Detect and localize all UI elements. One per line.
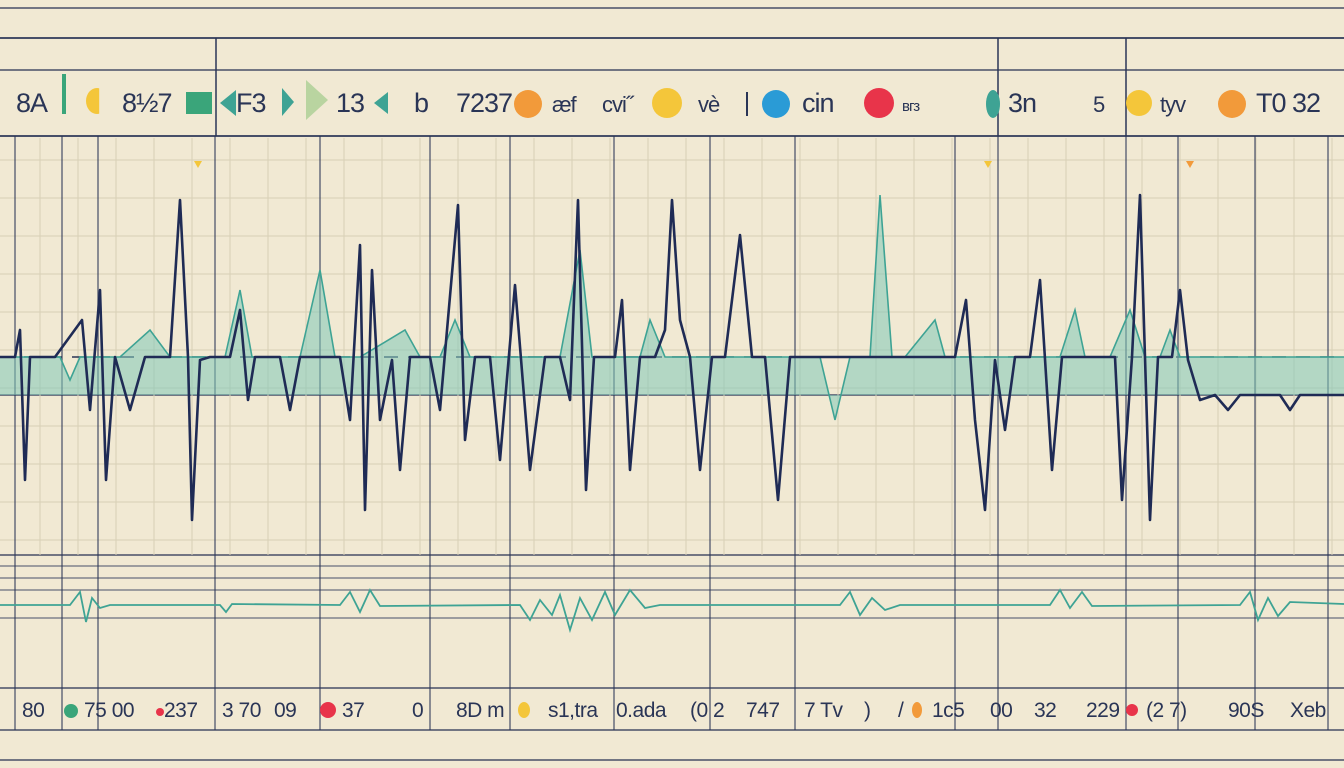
top-label: cin bbox=[802, 88, 835, 118]
bottom-label: 747 bbox=[746, 699, 780, 722]
bottom-label: / bbox=[898, 699, 904, 722]
bottom-label: 0 bbox=[412, 699, 424, 722]
blue-dot-icon bbox=[762, 90, 790, 118]
marker-icon bbox=[984, 161, 992, 168]
top-label: cvi˝ bbox=[602, 92, 633, 117]
bottom-label: 3 70 bbox=[222, 699, 261, 722]
bottom-label: 75 00 bbox=[84, 699, 135, 722]
marker-icon bbox=[1186, 161, 1194, 168]
yellow-dot-icon bbox=[652, 88, 682, 118]
teal-dot-icon bbox=[986, 90, 1000, 118]
secondary-trace bbox=[0, 588, 1344, 634]
bottom-label: 32 bbox=[1034, 699, 1057, 722]
top-label: F3 bbox=[236, 88, 266, 118]
bottom-label: 37 bbox=[342, 699, 365, 722]
top-label: b bbox=[414, 88, 429, 118]
red-dot-icon bbox=[864, 88, 894, 118]
red-dot-icon bbox=[1126, 704, 1138, 716]
top-label: tyv bbox=[1160, 92, 1186, 117]
teal-arrow-icon bbox=[282, 88, 294, 116]
green-square-icon bbox=[186, 92, 212, 114]
top-label: 8A bbox=[16, 88, 48, 118]
bottom-label: 09 bbox=[274, 699, 297, 722]
orange-dot-icon bbox=[1218, 90, 1246, 118]
top-label: T0 32 bbox=[1256, 88, 1321, 118]
red-dot-icon bbox=[156, 708, 164, 716]
teal-arrow-icon bbox=[374, 92, 388, 114]
main-trace bbox=[0, 193, 1344, 522]
yellow-arrow-icon bbox=[306, 80, 328, 120]
top-label: 3n bbox=[1008, 88, 1037, 118]
top-label: æf bbox=[552, 92, 577, 117]
yellow-dot-icon bbox=[1126, 90, 1152, 116]
yellow-dot-icon bbox=[518, 702, 530, 718]
bottom-label: 1c5 bbox=[932, 699, 965, 722]
orange-dot-icon bbox=[912, 702, 922, 718]
bottom-label: (2 7) bbox=[1146, 699, 1187, 722]
green-marker-icon bbox=[62, 74, 66, 114]
bottom-label: 237 bbox=[164, 699, 198, 722]
bottom-label: 8D m bbox=[456, 699, 505, 722]
top-label: 7237 bbox=[456, 88, 513, 118]
bottom-label: ) bbox=[864, 699, 871, 722]
green-dot-icon bbox=[64, 704, 78, 718]
bottom-label: Xeb bbox=[1290, 699, 1326, 722]
teal-area bbox=[0, 195, 1344, 420]
divider-icon bbox=[746, 92, 748, 116]
top-label: 8½7 bbox=[122, 88, 173, 118]
bottom-label: s1,tra bbox=[548, 699, 598, 722]
bottom-label: 0.ada bbox=[616, 699, 667, 722]
teal-arrow-icon bbox=[220, 90, 236, 116]
red-dot-icon bbox=[320, 702, 336, 718]
top-label: 13 bbox=[336, 88, 365, 118]
marker-icon bbox=[194, 161, 202, 168]
bottom-label: 90S bbox=[1228, 699, 1264, 722]
bottom-label: 00 bbox=[990, 699, 1013, 722]
yellow-dot-icon bbox=[86, 88, 100, 114]
bottom-label: (0 2 bbox=[690, 699, 725, 722]
top-label: 5 bbox=[1093, 92, 1105, 117]
bottom-label: 229 bbox=[1086, 699, 1120, 722]
orange-dot-icon bbox=[514, 90, 542, 118]
top-label: vè bbox=[698, 92, 720, 117]
bottom-label: 7 Tv bbox=[804, 699, 843, 722]
bottom-label: 80 bbox=[22, 699, 45, 722]
top-label: вгз bbox=[902, 98, 920, 115]
